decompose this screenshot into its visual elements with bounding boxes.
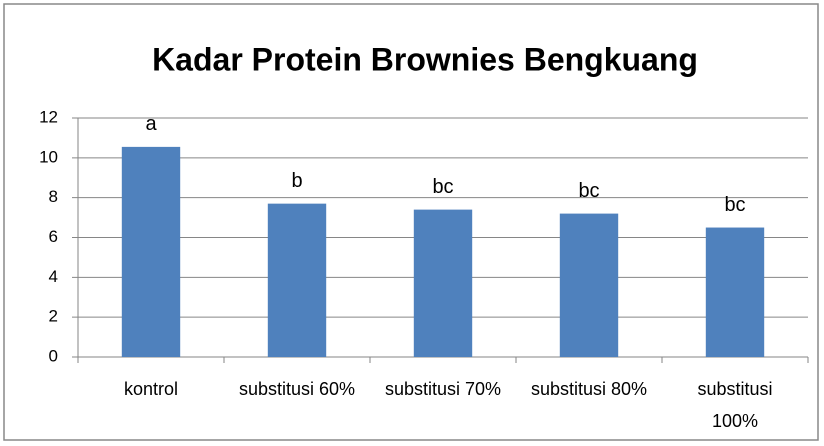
bar [121,146,181,357]
bar [267,203,327,357]
bar-annotation: bc [724,194,745,216]
y-tick-label: 8 [49,187,58,206]
x-tick-label: substitusi 70% [384,379,502,399]
y-tick-label: 4 [49,267,58,286]
y-tick-label: 6 [49,227,58,246]
y-tick-label: 12 [39,107,58,126]
bar-annotation: bc [578,180,599,202]
y-tick-label: 10 [39,147,58,166]
x-tick-label: substitusi 100% [697,379,773,431]
y-tick-label: 2 [49,307,58,326]
bar [413,209,473,357]
x-tick-label: substitusi 80% [530,379,648,399]
bar-annotation: a [145,113,157,135]
bar-annotation: bc [432,176,453,198]
y-tick-label: 0 [49,346,58,365]
x-tick-label: substitusi 60% [238,379,356,399]
x-tick-label: kontrol [123,379,179,399]
bar-annotation: b [291,170,302,192]
bar [559,213,619,357]
bar [705,227,765,357]
chart-title: Kadar Protein Brownies Bengkuang [152,41,698,77]
